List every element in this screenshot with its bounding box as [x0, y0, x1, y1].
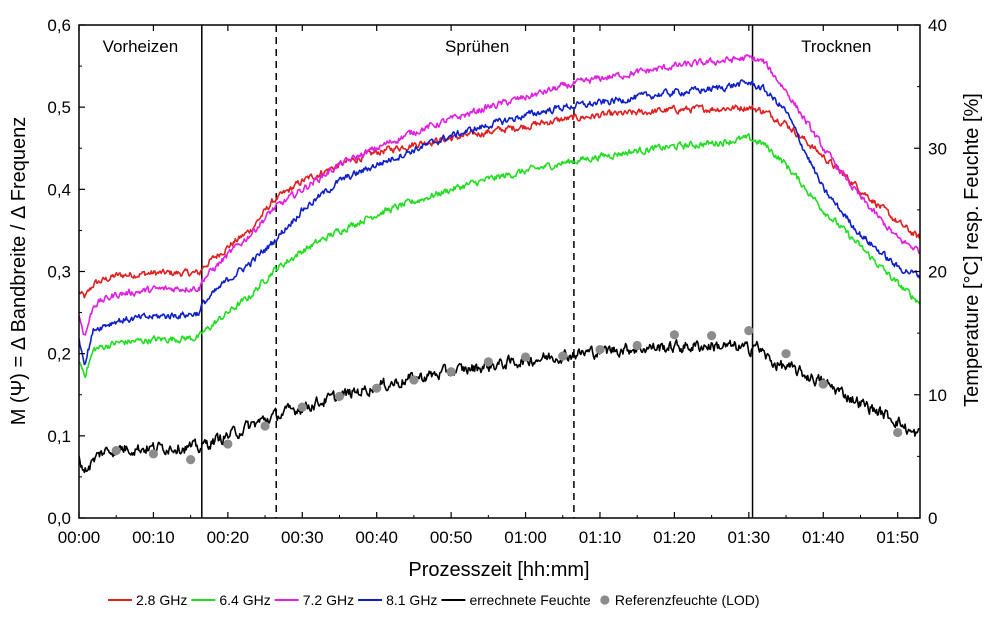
- reference-points-layer: [111, 326, 903, 465]
- y-left-tick-label: 0,5: [47, 98, 71, 117]
- legend-entry: errechnete Feuchte: [441, 592, 591, 608]
- x-tick-label: 01:20: [653, 528, 696, 547]
- y-right-tick-label: 40: [928, 16, 947, 35]
- reference-point: [223, 439, 233, 449]
- reference-point: [781, 349, 791, 359]
- phase-boundary-layer: [201, 25, 754, 518]
- x-tick-label: 00:30: [281, 528, 324, 547]
- y-left-tick-label: 0,4: [47, 180, 71, 199]
- legend-entry: 7.2 GHz: [274, 592, 354, 608]
- legend: 2.8 GHz 6.4 GHz 7.2 GHz 8.1 GHz errechnete F…: [108, 592, 760, 608]
- reference-point: [148, 449, 159, 459]
- legend-label: 7.2 GHz: [303, 592, 354, 608]
- plot-frame: [78, 24, 921, 519]
- reference-point: [483, 357, 493, 367]
- x-tick-label: 01:10: [579, 528, 622, 547]
- legend-label: Referenzfeuchte (LOD): [615, 592, 760, 608]
- legend-swatch-dot: [600, 595, 610, 605]
- series-line-6-4-ghz: [79, 132, 920, 379]
- x-tick-label: 01:30: [728, 528, 771, 547]
- y-axis-left-title: M (Ψ) = Δ Bandbreite / Δ Frequenz: [8, 117, 30, 426]
- legend-label: 6.4 GHz: [219, 592, 270, 608]
- legend-label: errechnete Feuchte: [469, 592, 591, 608]
- x-tick-label: 01:00: [504, 528, 547, 547]
- reference-point: [111, 446, 121, 456]
- y-left-tick-label: 0,6: [47, 16, 71, 35]
- reference-point: [632, 340, 642, 351]
- series-line-8-1-ghz: [79, 79, 920, 366]
- legend-entry: 8.1 GHz: [358, 592, 437, 608]
- ticks-layer: 00:00 00:10 00:20 00:30 00:40 00:50 01:00 01:10…: [47, 16, 947, 547]
- y-left-tick-label: 0,1: [47, 427, 71, 446]
- x-tick-label: 00:50: [430, 528, 473, 547]
- y-right-tick-label: 0: [928, 509, 937, 528]
- reference-point: [186, 455, 196, 465]
- y-left-tick-label: 0,3: [47, 263, 71, 282]
- series-line-2-8-ghz: [79, 104, 920, 299]
- reference-point: [595, 344, 605, 355]
- reference-point: [297, 402, 307, 412]
- reference-point: [260, 421, 270, 431]
- x-tick-label: 00:10: [132, 528, 175, 547]
- y-right-tick-label: 20: [928, 263, 947, 282]
- reference-point: [818, 379, 828, 389]
- legend-entry: Referenzfeuchte (LOD): [600, 592, 760, 608]
- y-left-tick-label: 0,2: [47, 345, 71, 364]
- x-axis-title: Prozesszeit [hh:mm]: [408, 559, 589, 581]
- x-tick-label: 01:50: [876, 528, 919, 547]
- phase-label-trocknen: Trocknen: [801, 37, 871, 56]
- reference-point: [446, 367, 456, 377]
- reference-point: [409, 375, 419, 385]
- phase-label-sprühen: Sprühen: [445, 37, 509, 56]
- x-tick-label: 01:40: [802, 528, 845, 547]
- reference-point: [558, 351, 568, 361]
- reference-point: [707, 330, 717, 341]
- series-line-errechnete-feuchte: [79, 339, 920, 474]
- reference-point: [744, 326, 754, 336]
- y-right-tick-label: 30: [928, 139, 947, 158]
- x-tick-label: 00:00: [58, 528, 101, 547]
- reference-point: [334, 391, 345, 401]
- phase-label-vorheizen: Vorheizen: [103, 37, 179, 56]
- x-tick-label: 00:20: [207, 528, 250, 547]
- x-tick-label: 00:40: [355, 528, 398, 547]
- legend-label: 2.8 GHz: [136, 592, 187, 608]
- legend-label: 8.1 GHz: [386, 592, 437, 608]
- legend-entry: 6.4 GHz: [191, 592, 271, 608]
- reference-point: [669, 330, 679, 340]
- reference-point: [520, 352, 531, 362]
- series-layer: [79, 53, 920, 474]
- series-line-7-2-ghz: [79, 53, 920, 336]
- y-right-tick-label: 10: [928, 386, 947, 405]
- legend-entry: 2.8 GHz: [108, 592, 187, 608]
- reference-point: [893, 427, 903, 438]
- y-axis-right-title: Temperature [°C] resp. Feuchte [%]: [961, 93, 983, 407]
- phase-labels-layer: Vorheizen Sprühen Trocknen: [103, 37, 872, 56]
- reference-point: [372, 383, 382, 393]
- y-left-tick-label: 0,0: [47, 509, 71, 528]
